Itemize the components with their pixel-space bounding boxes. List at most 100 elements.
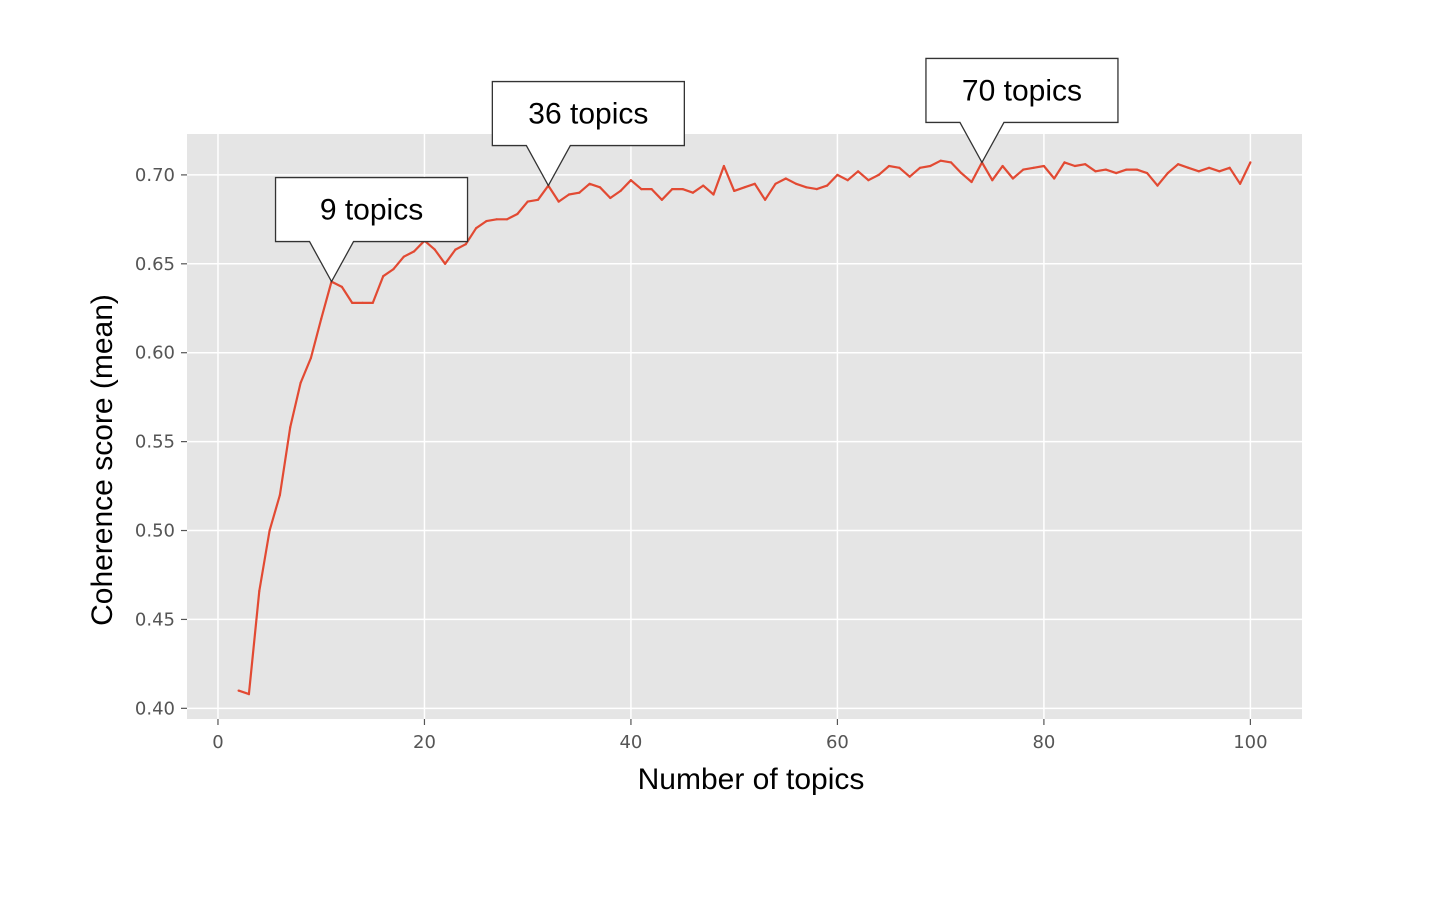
data-point: [681, 188, 684, 191]
data-point: [1084, 163, 1087, 166]
data-point: [609, 196, 612, 200]
axis-ticks: [181, 174, 1251, 725]
data-point: [733, 189, 736, 192]
y-tick-label: 0.55: [135, 432, 175, 453]
data-point: [1022, 168, 1025, 171]
data-point: [371, 301, 374, 304]
data-point: [671, 188, 674, 191]
data-point: [1187, 166, 1190, 169]
data-point: [1208, 166, 1211, 169]
data-point: [877, 173, 880, 176]
data-point: [433, 248, 436, 251]
x-axis-title: Number of topics: [638, 763, 865, 796]
data-point: [1177, 163, 1180, 166]
data-point: [1166, 172, 1169, 175]
data-point: [1249, 161, 1252, 164]
data-point: [867, 179, 870, 182]
data-point: [351, 301, 354, 304]
x-tick-label: 20: [413, 732, 436, 753]
data-point: [898, 166, 901, 169]
data-point: [588, 182, 591, 185]
data-point: [712, 193, 715, 196]
data-point: [598, 186, 602, 189]
x-tick-label: 40: [619, 732, 642, 753]
y-tick-label: 0.65: [135, 254, 175, 275]
data-point: [278, 493, 281, 497]
grid-lines: [187, 134, 1302, 719]
data-point: [939, 159, 942, 162]
data-point: [444, 262, 447, 265]
annotation-callouts: 9 topics 36 topics 70 topics: [274, 57, 1119, 283]
y-axis-title: Coherence score (mean): [86, 294, 119, 626]
data-point: [929, 164, 932, 168]
data-point: [1239, 182, 1242, 185]
data-point: [1218, 170, 1221, 173]
data-point: [1073, 164, 1076, 168]
data-point: [826, 184, 829, 187]
data-point: [1011, 177, 1015, 180]
data-point: [1228, 166, 1231, 169]
annotation-callout: 36 topics: [491, 80, 685, 187]
callout-label: 9 topics: [320, 194, 423, 227]
data-point: [392, 268, 395, 271]
data-point: [258, 589, 261, 593]
data-point: [268, 529, 271, 532]
data-point: [402, 255, 405, 258]
data-point: [1146, 172, 1149, 175]
data-point: [495, 218, 498, 221]
data-point: [805, 186, 808, 189]
data-point: [702, 184, 705, 187]
data-point: [691, 191, 695, 194]
data-point: [1001, 164, 1004, 168]
data-point: [1042, 164, 1045, 168]
tick-labels: 0 20 40 60 80 100 0.40 0.45 0.50 0.55 0.60 0.65 0.70: [135, 165, 1268, 753]
data-point: [578, 191, 581, 194]
data-point: [784, 177, 787, 180]
data-point: [1197, 170, 1200, 173]
x-tick-label: 80: [1032, 732, 1055, 753]
data-point: [505, 218, 509, 221]
data-point: [247, 693, 250, 696]
data-point: [722, 164, 726, 168]
y-tick-label: 0.70: [135, 165, 175, 186]
data-point: [991, 179, 994, 182]
data-point: [309, 356, 312, 360]
data-point: [887, 164, 891, 168]
x-tick-label: 0: [212, 732, 223, 753]
data-point: [382, 275, 385, 278]
callout-label: 70 topics: [962, 74, 1082, 107]
data-point: [949, 161, 953, 164]
data-point: [485, 220, 488, 223]
data-point: [743, 186, 746, 189]
callout-box: [274, 176, 469, 283]
data-point: [526, 200, 529, 203]
data-point: [1125, 168, 1128, 171]
data-point: [1104, 168, 1107, 171]
data-point: [660, 198, 664, 201]
callout-box: [491, 80, 685, 187]
data-point: [516, 212, 519, 216]
data-point: [475, 227, 478, 230]
data-point: [1032, 166, 1035, 169]
series-group: [237, 159, 1252, 696]
data-point: [753, 182, 756, 185]
data-point: [846, 179, 849, 182]
data-point: [464, 243, 467, 246]
callout-label: 36 topics: [528, 98, 648, 131]
annotation-callout: 70 topics: [925, 57, 1119, 164]
data-point: [1115, 172, 1118, 175]
data-point: [1094, 170, 1097, 173]
data-point: [237, 689, 240, 692]
data-point: [567, 193, 571, 196]
data-point: [908, 175, 911, 178]
data-point: [299, 381, 302, 384]
data-point: [836, 173, 839, 176]
y-tick-label: 0.60: [135, 343, 175, 364]
data-point: [815, 188, 818, 191]
data-point: [1135, 168, 1138, 171]
data-point: [857, 170, 860, 173]
annotation-callout: 9 topics: [274, 176, 469, 283]
data-point: [557, 200, 560, 203]
data-point: [640, 188, 643, 191]
